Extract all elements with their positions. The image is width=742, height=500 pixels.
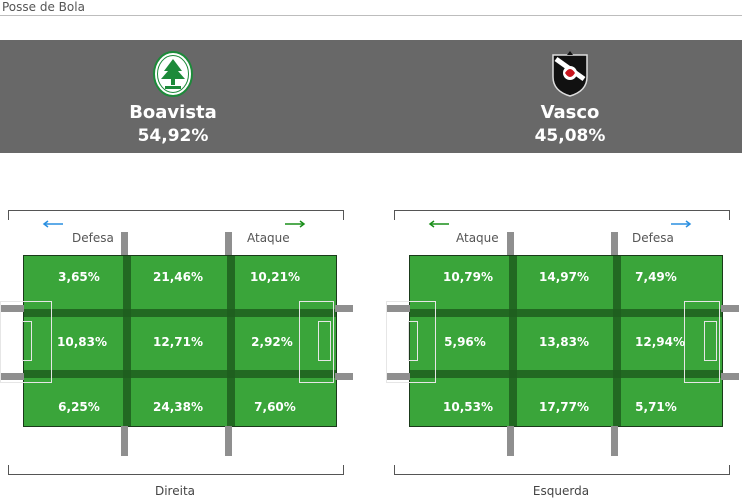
top-bracket (394, 210, 730, 220)
grid-bar (335, 305, 353, 312)
bottom-bracket (8, 465, 344, 475)
zone-value: 24,38% (153, 400, 203, 414)
possession-banner: Boavista 54,92% Vasco 45,08% (0, 40, 742, 153)
bottom-bracket (394, 465, 730, 475)
zone-value: 21,46% (153, 270, 203, 284)
grid-bar (721, 373, 739, 380)
grid-bar (335, 373, 353, 380)
grid-bar (611, 426, 618, 456)
team-away-name: Vasco (540, 102, 600, 123)
pitch-away: Ataque Defesa 10,79% 14,97% 7,49% 5,96% … (386, 210, 739, 500)
right-zone-label: Ataque (247, 231, 290, 245)
zone-value: 10,79% (443, 270, 493, 284)
title-divider (0, 15, 742, 16)
penalty-box-left (386, 301, 436, 383)
zone-value: 5,96% (444, 335, 486, 349)
grid-bar (721, 305, 739, 312)
zone-value: 13,83% (539, 335, 589, 349)
grid-bar (386, 373, 410, 380)
grid-bar (225, 426, 232, 456)
zone-value: 2,92% (251, 335, 293, 349)
goal-box-left (408, 321, 418, 361)
pitch-home: Defesa Ataque 3,65% 21,46% 10,21% 10,83%… (0, 210, 353, 500)
grid-bar (0, 305, 24, 312)
arrow-right-icon (671, 220, 692, 228)
zone-value: 12,94% (635, 335, 685, 349)
pitch-field (409, 255, 723, 427)
pitch-side-label: Direita (154, 484, 196, 498)
goal-box-right (704, 321, 717, 361)
arrow-left-icon (428, 220, 449, 228)
left-zone-label: Defesa (72, 231, 114, 245)
zone-value: 10,21% (250, 270, 300, 284)
grid-bar (611, 232, 618, 255)
zone-value: 14,97% (539, 270, 589, 284)
grid-bar (225, 232, 232, 255)
zone-value: 5,71% (635, 400, 677, 414)
penalty-box-right (299, 301, 334, 383)
team-home-possession: 54,92% (137, 126, 209, 146)
pitch-field (23, 255, 337, 427)
grid-bar (507, 426, 514, 456)
team-home-name: Boavista (129, 102, 217, 123)
goal-box-right (318, 321, 331, 361)
arrow-right-icon (285, 220, 306, 228)
zone-value: 7,60% (254, 400, 296, 414)
arrow-left-icon (42, 220, 63, 228)
zone-value: 3,65% (58, 270, 100, 284)
right-zone-label: Defesa (632, 231, 674, 245)
vasco-crest-icon (552, 51, 588, 97)
zone-value: 6,25% (58, 400, 100, 414)
grid-bar (0, 373, 24, 380)
left-zone-label: Ataque (456, 231, 499, 245)
boavista-crest-icon (153, 51, 193, 97)
penalty-box-left (0, 301, 52, 383)
grid-bar (507, 232, 514, 255)
zone-value: 7,49% (635, 270, 677, 284)
zone-value: 10,53% (443, 400, 493, 414)
top-bracket (8, 210, 344, 220)
grid-bar (121, 426, 128, 456)
goal-box-left (22, 321, 32, 361)
pitch-side-label: Esquerda (532, 484, 590, 498)
penalty-box-right (684, 301, 720, 383)
zone-value: 10,83% (57, 335, 107, 349)
grid-bar (386, 305, 410, 312)
team-away-possession: 45,08% (534, 126, 606, 146)
zone-value: 17,77% (539, 400, 589, 414)
zone-value: 12,71% (153, 335, 203, 349)
page-title: Posse de Bola (2, 0, 85, 14)
grid-bar (121, 232, 128, 255)
